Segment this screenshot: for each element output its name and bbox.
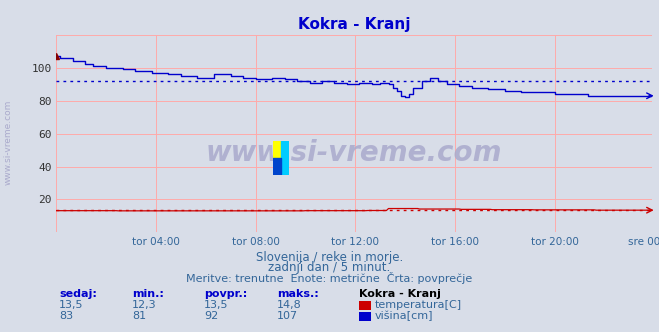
Text: temperatura[C]: temperatura[C]: [375, 300, 462, 310]
Text: 13,5: 13,5: [59, 300, 84, 310]
Text: višina[cm]: višina[cm]: [375, 310, 434, 321]
Text: zadnji dan / 5 minut.: zadnji dan / 5 minut.: [268, 261, 391, 274]
Text: www.si-vreme.com: www.si-vreme.com: [206, 139, 502, 167]
Text: 13,5: 13,5: [204, 300, 229, 310]
Text: maks.:: maks.:: [277, 289, 318, 299]
Text: min.:: min.:: [132, 289, 163, 299]
Text: povpr.:: povpr.:: [204, 289, 248, 299]
Text: www.si-vreme.com: www.si-vreme.com: [3, 100, 13, 186]
Title: Kokra - Kranj: Kokra - Kranj: [298, 17, 411, 32]
Text: 107: 107: [277, 311, 298, 321]
Text: sedaj:: sedaj:: [59, 289, 97, 299]
Text: 83: 83: [59, 311, 73, 321]
Text: 92: 92: [204, 311, 219, 321]
Text: Slovenija / reke in morje.: Slovenija / reke in morje.: [256, 251, 403, 264]
Text: 12,3: 12,3: [132, 300, 156, 310]
Text: 14,8: 14,8: [277, 300, 302, 310]
Text: 81: 81: [132, 311, 146, 321]
Text: Meritve: trenutne  Enote: metrične  Črta: povprečje: Meritve: trenutne Enote: metrične Črta: …: [186, 272, 473, 284]
Text: Kokra - Kranj: Kokra - Kranj: [359, 289, 441, 299]
